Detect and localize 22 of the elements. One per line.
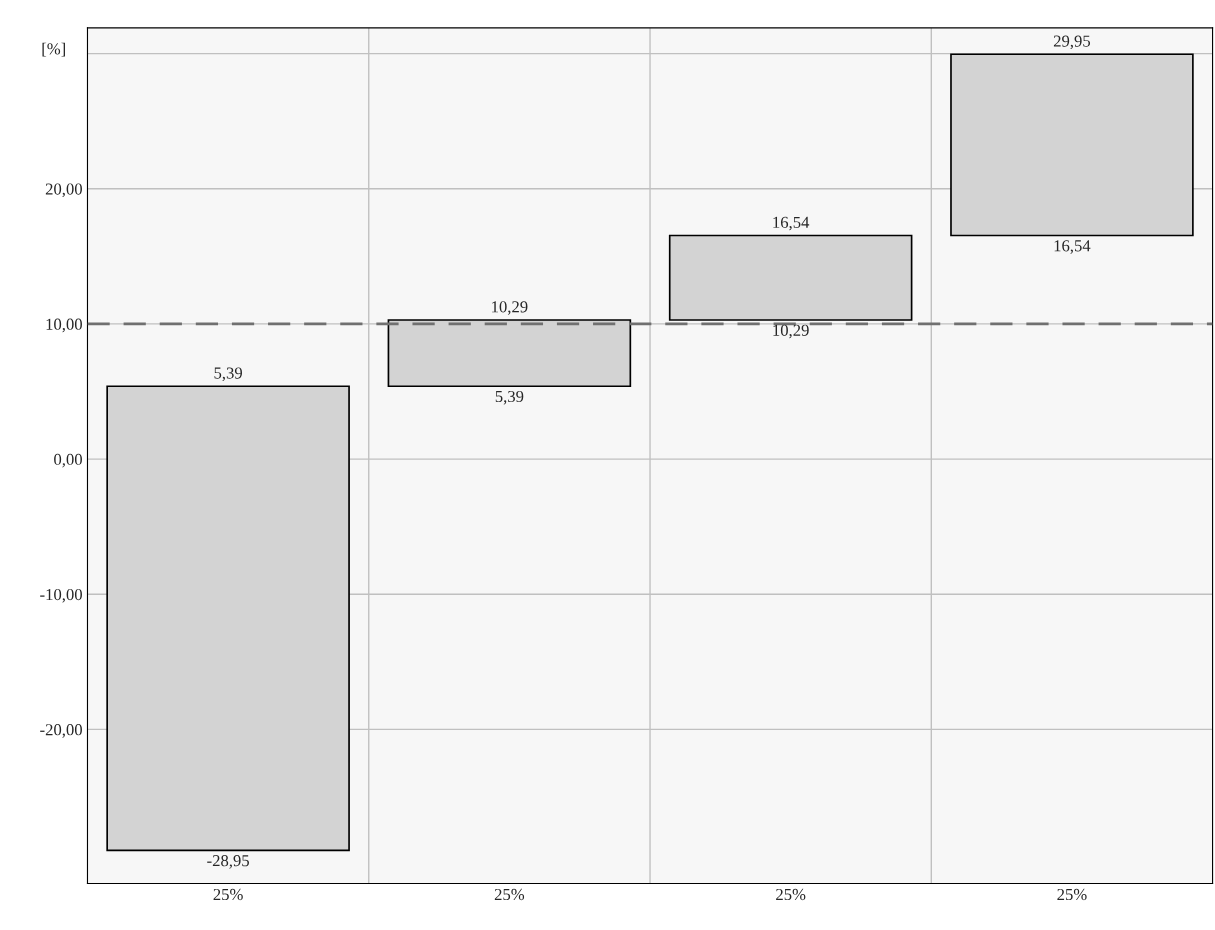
annotation: -28,95 — [207, 855, 249, 869]
x-tick-label: 25% — [213, 888, 243, 901]
annotation: 16,54 — [1054, 240, 1091, 254]
y-tick-label: -20,00 — [40, 724, 82, 738]
bar — [668, 234, 913, 321]
bar — [387, 319, 632, 388]
annotation: 16,54 — [773, 216, 810, 231]
x-tick-label: 25% — [776, 888, 806, 901]
x-tick-label: 25% — [1057, 888, 1087, 901]
x-tick-label: 25% — [494, 888, 525, 901]
bar — [106, 385, 350, 852]
y-tick-label: 0,00 — [54, 453, 82, 468]
y-axis-title: [%] — [42, 42, 65, 57]
bar — [950, 53, 1194, 237]
annotation: 10,29 — [492, 301, 528, 315]
annotation: 10,29 — [773, 324, 809, 339]
annotation: 5,39 — [495, 390, 524, 405]
y-tick-label: 20,00 — [45, 183, 82, 198]
y-tick-label: 10,00 — [46, 318, 82, 333]
annotation: 5,39 — [214, 367, 243, 382]
annotation: 29,95 — [1053, 35, 1091, 50]
y-tick-label: -10,00 — [40, 588, 82, 603]
